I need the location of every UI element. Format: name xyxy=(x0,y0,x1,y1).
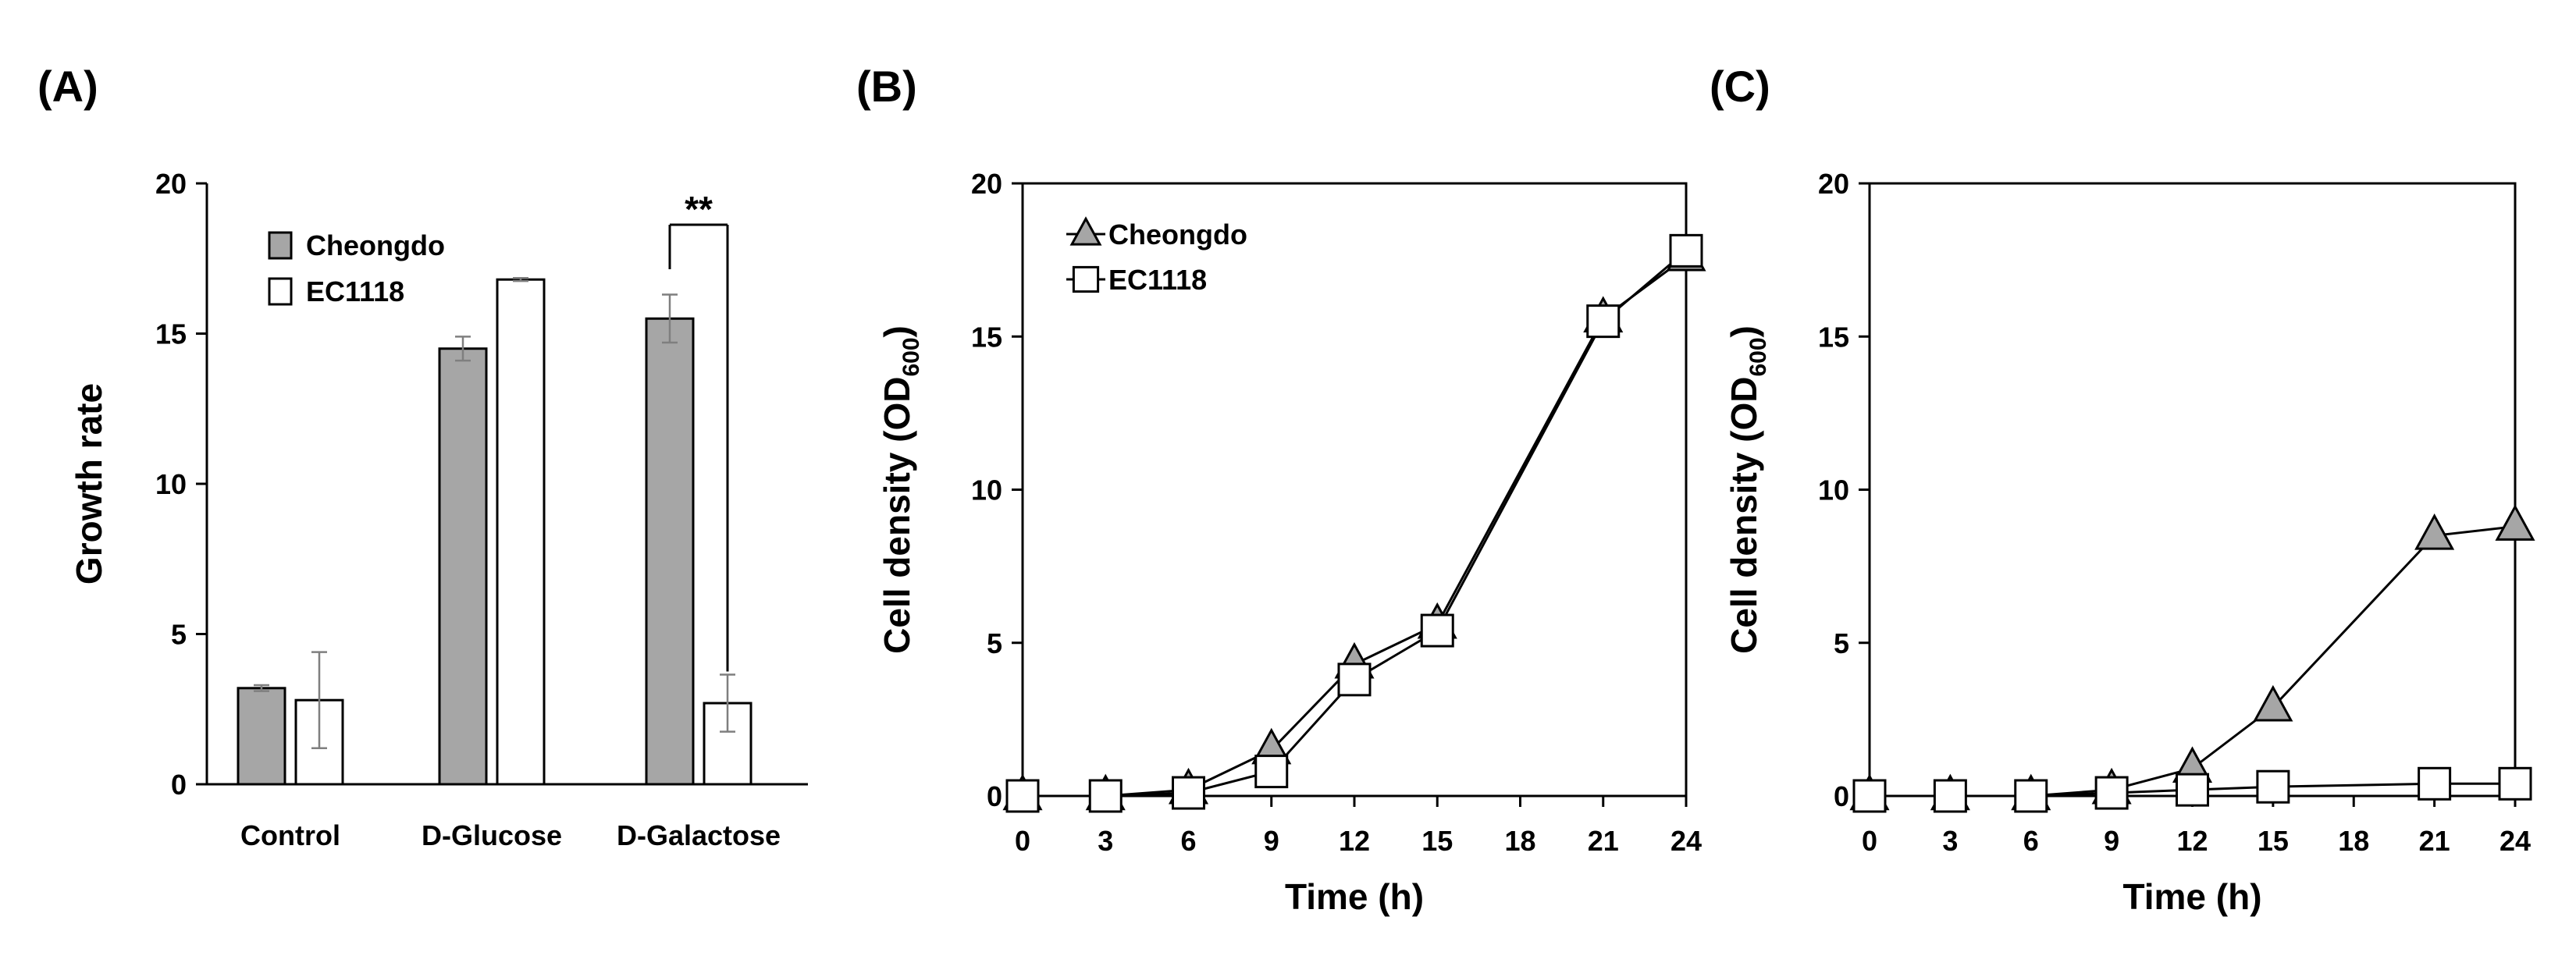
x-tick-label: 12 xyxy=(2176,825,2208,857)
square-marker xyxy=(2498,766,2532,801)
x-tick-label: 9 xyxy=(1264,825,1279,857)
x-tick-label: 21 xyxy=(1588,825,1619,857)
triangle-marker xyxy=(2414,513,2455,550)
y-tick-label: 20 xyxy=(971,168,1002,200)
y-tick-label: 5 xyxy=(171,619,187,651)
x-tick-label: D-Glucose xyxy=(422,819,562,851)
legend: Cheongdo EC1118 xyxy=(1066,216,1247,296)
x-axis-title: Time (h) xyxy=(1285,876,1424,917)
triangle-marker xyxy=(2253,684,2293,722)
y-tick-label: 15 xyxy=(971,321,1002,353)
square-marker xyxy=(1337,663,1372,697)
square-marker xyxy=(1586,304,1621,339)
legend-swatch-cheongdo xyxy=(268,231,293,260)
x-tick-label: D-Galactose xyxy=(617,819,781,851)
square-marker xyxy=(2176,773,2209,807)
y-tick-label: 10 xyxy=(1818,474,1849,506)
y-axis-title: Cell density (OD600) xyxy=(1724,325,1771,654)
plot-frame xyxy=(1868,182,2517,798)
square-marker xyxy=(1005,779,1040,813)
square-marker xyxy=(1852,779,1887,813)
x-tick-label: 6 xyxy=(1180,825,1196,857)
square-marker xyxy=(2014,779,2048,813)
series-ec1118 xyxy=(1005,233,1703,813)
x-tick-label: 18 xyxy=(2338,825,2369,857)
triangle-marker xyxy=(2495,504,2535,541)
significance-label: ** xyxy=(685,189,713,229)
y-tick-label: 0 xyxy=(1834,780,1849,812)
x-tick-label: 3 xyxy=(1098,825,1113,857)
y-tick-label: 0 xyxy=(987,780,1002,812)
panel-c: (C) 0 5 10 15 20 0 3 6 9 12 15 18 21 24 Time (h) Cell de… xyxy=(1710,62,2535,917)
x-tick-label: 24 xyxy=(1670,825,1702,857)
square-marker xyxy=(2256,769,2290,804)
y-tick-label: 10 xyxy=(971,474,1002,506)
x-tick-label: Control xyxy=(240,819,340,851)
x-axis-title: Time (h) xyxy=(2122,876,2261,917)
square-marker xyxy=(2418,766,2452,801)
square-marker xyxy=(1420,613,1454,648)
legend-label: EC1118 xyxy=(306,275,404,307)
panel-a: (A) 0 5 10 15 20 Growth rate Control D-Glucose D-… xyxy=(37,62,808,851)
x-tick-label: 0 xyxy=(1015,825,1030,857)
x-tick-label: 3 xyxy=(1942,825,1958,857)
x-tick-label: 12 xyxy=(1339,825,1370,857)
square-marker xyxy=(1669,233,1703,268)
y-tick-label: 5 xyxy=(987,627,1002,659)
series-cheongdo xyxy=(1849,504,2535,811)
y-axis-title: Cell density (OD600) xyxy=(877,325,924,654)
series-ec1118 xyxy=(1852,766,2532,813)
square-marker xyxy=(1072,265,1100,293)
y-axis-title: Growth rate xyxy=(69,383,109,584)
legend-label: Cheongdo xyxy=(306,229,445,261)
error-bar xyxy=(720,673,735,733)
bar-cheongdo xyxy=(237,687,286,786)
y-tick-label: 0 xyxy=(171,769,187,801)
x-tick-label: 0 xyxy=(1862,825,1877,857)
error-bar xyxy=(455,336,471,362)
panel-a-label: (A) xyxy=(37,62,98,111)
error-bar xyxy=(513,277,528,282)
panel-c-label: (C) xyxy=(1710,62,1770,111)
bar-cheongdo xyxy=(438,347,488,786)
x-tick-label: 9 xyxy=(2104,825,2119,857)
legend-label: Cheongdo xyxy=(1108,218,1247,250)
significance-bracket xyxy=(668,223,729,672)
square-marker xyxy=(1933,779,1967,813)
legend: Cheongdo EC1118 xyxy=(268,229,445,307)
square-marker xyxy=(1254,755,1289,789)
x-tick-label: 15 xyxy=(2258,825,2289,857)
x-tick-label: 21 xyxy=(2419,825,2450,857)
square-marker xyxy=(1088,779,1123,813)
bar-ec1118 xyxy=(496,278,546,786)
y-tick-label: 5 xyxy=(1834,627,1849,659)
y-tick-label: 15 xyxy=(155,318,187,350)
legend-swatch-ec1118 xyxy=(268,277,293,306)
square-marker xyxy=(2094,776,2129,810)
legend-label: EC1118 xyxy=(1108,264,1207,296)
y-tick-label: 20 xyxy=(1818,168,1849,200)
x-tick-label: 18 xyxy=(1504,825,1535,857)
square-marker xyxy=(1172,776,1205,810)
panel-b: (B) 0 5 10 15 20 0 3 6 9 12 15 18 21 24 Time (h) Cell de… xyxy=(856,62,1706,917)
x-tick-label: 6 xyxy=(2023,825,2039,857)
triangle-marker xyxy=(1069,216,1102,246)
bar-cheongdo xyxy=(645,317,695,786)
y-tick-label: 20 xyxy=(155,168,187,200)
error-bar xyxy=(311,651,327,750)
y-tick-label: 10 xyxy=(155,468,187,500)
panel-b-label: (B) xyxy=(856,62,917,111)
x-tick-label: 24 xyxy=(2500,825,2531,857)
y-tick-label: 15 xyxy=(1818,321,1849,353)
x-tick-label: 15 xyxy=(1421,825,1453,857)
error-bar xyxy=(254,684,269,692)
error-bar xyxy=(662,293,678,344)
